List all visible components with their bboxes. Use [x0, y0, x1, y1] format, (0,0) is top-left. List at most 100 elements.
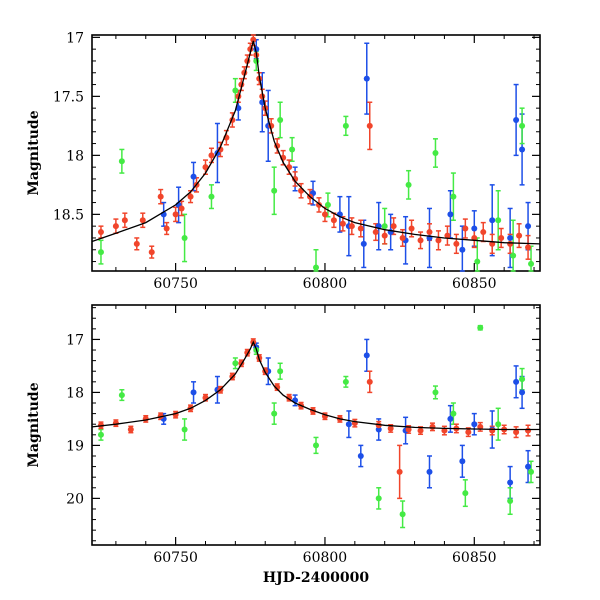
bottom-panel-point-blue	[345, 421, 352, 428]
top-panel-point-red	[250, 36, 257, 43]
top-panel-point-green	[519, 122, 526, 129]
top-panel-point-blue	[190, 173, 197, 180]
bottom-panel-point-blue	[459, 458, 466, 465]
bottom-panel-point-blue	[190, 389, 197, 396]
top-panel-point-red	[163, 225, 170, 232]
bottom-panel-point-green	[277, 368, 284, 375]
top-panel-point-blue	[459, 246, 466, 253]
top-panel-point-green	[118, 158, 125, 165]
top-panel-point-red	[462, 225, 469, 232]
top-panel-point-red	[148, 249, 155, 256]
top-panel-point-blue	[360, 240, 367, 247]
top-panel-point-red	[348, 223, 355, 230]
top-panel-point-green	[342, 122, 349, 129]
top-panel-point-red	[339, 220, 346, 227]
bottom-panel-point-green	[477, 324, 484, 331]
top-panel-point-green	[528, 260, 535, 267]
top-panel-point-green	[313, 264, 319, 271]
top-panel-point-red	[372, 229, 379, 236]
top-panel-point-green	[495, 217, 502, 224]
bottom-panel-ytick-label: 20	[66, 491, 84, 507]
bottom-panel: 60750 60800 60850 17 18 19 20 Magnitude HJD-24…	[26, 304, 541, 586]
top-panel-point-red	[292, 175, 299, 182]
top-panel-point-green	[432, 150, 439, 156]
bottom-panel-ytick-label: 17	[66, 332, 84, 348]
top-panel-point-red	[315, 201, 322, 208]
bottom-panel-point-green	[432, 389, 439, 396]
top-panel-point-green	[450, 193, 457, 200]
bottom-panel-point-blue	[357, 452, 364, 459]
bottom-panel-point-red	[366, 378, 373, 385]
bottom-panel-point-blue	[519, 389, 526, 396]
top-panel-ytick-label: 17	[66, 30, 84, 46]
bottom-panel-point-green	[271, 410, 278, 417]
top-panel-xtick-label: 60750	[153, 276, 198, 292]
bottom-panel-xtick-label: 60800	[303, 550, 348, 566]
bottom-panel-point-red	[127, 426, 134, 433]
top-panel-point-green	[208, 193, 215, 200]
bottom-panel-point-red	[417, 427, 424, 434]
top-panel-point-red	[121, 217, 128, 224]
bottom-panel-point-red	[396, 468, 403, 475]
top-panel-point-green	[232, 87, 239, 94]
top-panel-point-green	[381, 223, 388, 230]
bottom-panel-point-red	[465, 429, 472, 436]
top-panel-point-red	[417, 237, 424, 244]
bottom-panel-point-blue	[375, 426, 382, 433]
top-panel-point-red	[157, 193, 164, 200]
top-panel-point-red	[172, 211, 179, 218]
top-panel-point-red	[453, 240, 460, 247]
bottom-panel-point-green	[495, 421, 502, 428]
top-panel-point-red	[208, 152, 215, 159]
top-panel-point-red	[97, 229, 104, 236]
bottom-panel-ytick-label: 18	[66, 385, 84, 401]
bottom-panel-point-red	[477, 423, 484, 430]
bottom-panel-frame	[91, 304, 541, 546]
bottom-panel-point-green	[118, 392, 125, 399]
top-panel-point-red	[298, 187, 305, 194]
top-panel-point-red	[471, 234, 478, 241]
top-panel-point-green	[324, 201, 331, 208]
top-panel-ylabel: Magnitude	[26, 110, 42, 195]
bottom-panel-point-green	[399, 511, 406, 518]
bottom-panel-xlabel: HJD-2400000	[263, 570, 370, 586]
top-panel-point-blue	[447, 211, 454, 218]
bottom-panel-point-green	[97, 431, 104, 438]
top-panel-point-green	[181, 234, 188, 241]
top-panel-point-red	[381, 232, 388, 239]
top-panel-point-blue	[513, 116, 520, 123]
bottom-panel-xtick-label: 60850	[452, 550, 497, 566]
top-panel-point-red	[435, 237, 442, 244]
top-panel-point-red	[390, 223, 397, 230]
bottom-panel-point-red	[112, 420, 119, 427]
bottom-panel-xtick-label: 60750	[153, 550, 198, 566]
bottom-panel-point-red	[286, 394, 293, 401]
bottom-panel-point-green	[313, 442, 319, 449]
top-panel-point-red	[408, 225, 415, 232]
top-panel-point-red	[178, 205, 185, 212]
top-panel-point-green	[405, 181, 412, 188]
top-panel-point-red	[321, 211, 328, 218]
top-panel-point-red	[480, 229, 487, 236]
bottom-panel-point-green	[375, 495, 382, 502]
bottom-panel-ytick-label: 19	[66, 438, 84, 454]
top-panel-point-blue	[363, 75, 370, 82]
bottom-panel-point-blue	[471, 421, 478, 428]
bottom-panel-point-green	[507, 498, 514, 505]
bottom-panel-point-green	[232, 360, 239, 367]
top-panel-ytick-label: 18	[66, 148, 84, 164]
top-panel-point-red	[187, 193, 194, 200]
top-panel-point-green	[253, 57, 260, 64]
top-panel-point-red	[357, 225, 364, 232]
top-panel-point-red	[525, 244, 532, 251]
bottom-panel-model-curve	[91, 340, 540, 431]
top-panel-point-green	[271, 187, 278, 194]
top-panel-point-green	[97, 249, 104, 256]
top-panel-point-green	[289, 146, 296, 153]
bottom-panel-point-red	[405, 426, 412, 433]
top-panel-ytick-label: 17.5	[53, 89, 84, 105]
bottom-panel-point-red	[429, 423, 436, 430]
top-panel-xtick-label: 60800	[303, 276, 348, 292]
bottom-panel-point-red	[387, 425, 394, 432]
